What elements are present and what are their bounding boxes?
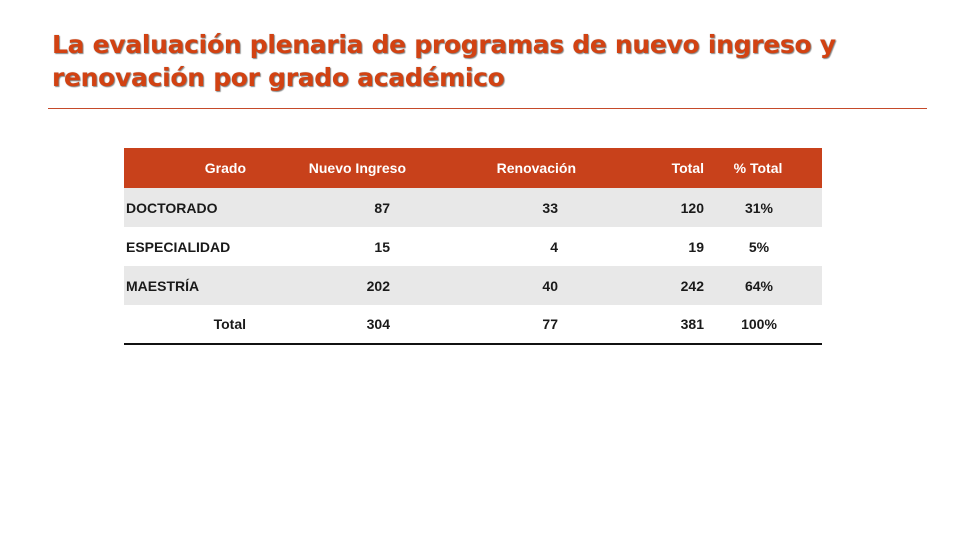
title-divider <box>48 108 927 109</box>
cell-nuevo-ingreso: 15 <box>246 227 418 266</box>
cell-percent-total: 5% <box>712 227 822 266</box>
cell-nuevo-ingreso: 202 <box>246 266 418 305</box>
total-nuevo-ingreso: 304 <box>246 305 418 345</box>
header-total: Total <box>588 148 712 188</box>
data-table: Grado Nuevo Ingreso Renovación Total % T… <box>124 148 822 345</box>
slide-title: La evaluación plenaria de programas de n… <box>52 30 836 92</box>
cell-renovacion: 4 <box>418 227 588 266</box>
header-renovacion: Renovación <box>418 148 588 188</box>
total-percent: 100% <box>712 305 822 345</box>
cell-percent-total: 31% <box>712 188 822 227</box>
table-row: DOCTORADO 87 33 120 31% <box>124 188 822 227</box>
total-label: Total <box>124 305 246 345</box>
cell-percent-total: 64% <box>712 266 822 305</box>
cell-grado: DOCTORADO <box>124 188 246 227</box>
table-header-row: Grado Nuevo Ingreso Renovación Total % T… <box>124 148 822 188</box>
total-renovacion: 77 <box>418 305 588 345</box>
cell-total: 19 <box>588 227 712 266</box>
cell-grado: MAESTRÍA <box>124 266 246 305</box>
header-nuevo-ingreso: Nuevo Ingreso <box>246 148 418 188</box>
cell-renovacion: 40 <box>418 266 588 305</box>
cell-total: 242 <box>588 266 712 305</box>
table-total-row: Total 304 77 381 100% <box>124 305 822 345</box>
table-row: ESPECIALIDAD 15 4 19 5% <box>124 227 822 266</box>
cell-nuevo-ingreso: 87 <box>246 188 418 227</box>
header-grado: Grado <box>124 148 246 188</box>
cell-renovacion: 33 <box>418 188 588 227</box>
table-row: MAESTRÍA 202 40 242 64% <box>124 266 822 305</box>
cell-grado: ESPECIALIDAD <box>124 227 246 266</box>
total-total: 381 <box>588 305 712 345</box>
cell-total: 120 <box>588 188 712 227</box>
header-percent-total: % Total <box>712 148 822 188</box>
